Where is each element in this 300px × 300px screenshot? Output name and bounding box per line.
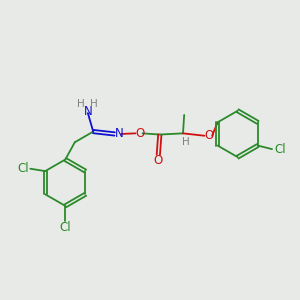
Text: Cl: Cl xyxy=(59,221,71,234)
Text: N: N xyxy=(83,105,92,118)
Text: O: O xyxy=(205,129,214,142)
Text: N: N xyxy=(115,128,124,140)
Text: O: O xyxy=(135,127,145,140)
Text: H: H xyxy=(77,99,85,109)
Text: Cl: Cl xyxy=(274,143,286,156)
Text: O: O xyxy=(154,154,163,167)
Text: H: H xyxy=(90,99,98,109)
Text: Cl: Cl xyxy=(17,162,29,175)
Text: H: H xyxy=(182,137,190,147)
